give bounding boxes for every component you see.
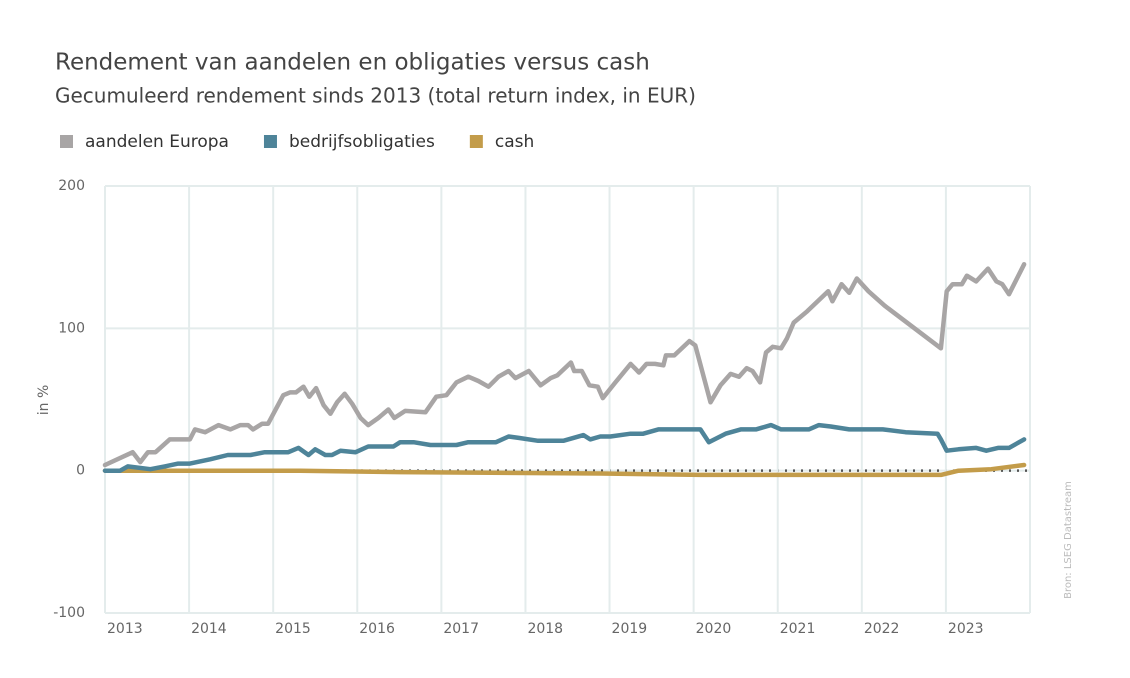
x-tick-label: 2016 [359, 621, 395, 637]
chart-subtitle: Gecumuleerd rendement sinds 2013 (total … [55, 84, 696, 108]
y-tick-label: 0 [76, 463, 85, 479]
chart-title: Rendement van aandelen en obligaties ver… [55, 50, 650, 76]
x-tick-label: 2017 [443, 621, 479, 637]
legend-label: bedrijfsobligaties [289, 132, 435, 152]
legend-swatch [469, 135, 483, 148]
source: Bron: LSEG Datastream [1063, 481, 1074, 599]
x-tick-label: 2022 [864, 621, 900, 637]
y-tick-label: 100 [58, 320, 85, 336]
x-tick-label: 2023 [948, 621, 984, 637]
y-tick-label: 200 [58, 178, 85, 194]
series-line [102, 422, 1027, 473]
legend-swatch [60, 135, 73, 148]
legend-label: aandelen Europa [85, 132, 229, 152]
x-tick-label: 2014 [191, 621, 227, 637]
legend-label: cash [495, 132, 534, 152]
legend: aandelen Europa bedrijfsobligaties cash [60, 132, 534, 152]
y-tick-label: -100 [53, 605, 85, 621]
series-line [102, 462, 1027, 478]
x-tick-label: 2013 [107, 621, 143, 637]
grid: -100 0 100 200 2013 2014 2015 2016 2017 2018 2019 2… [53, 178, 1031, 637]
x-tick-label: 2018 [527, 621, 563, 637]
x-tick-label: 2019 [612, 621, 648, 637]
lines [102, 262, 1027, 478]
series-line [102, 262, 1027, 468]
y-axis-label: in % [36, 385, 52, 416]
x-tick-label: 2021 [780, 621, 816, 637]
x-tick-label: 2015 [275, 621, 311, 637]
x-tick-label: 2020 [696, 621, 732, 637]
legend-swatch [263, 135, 277, 148]
